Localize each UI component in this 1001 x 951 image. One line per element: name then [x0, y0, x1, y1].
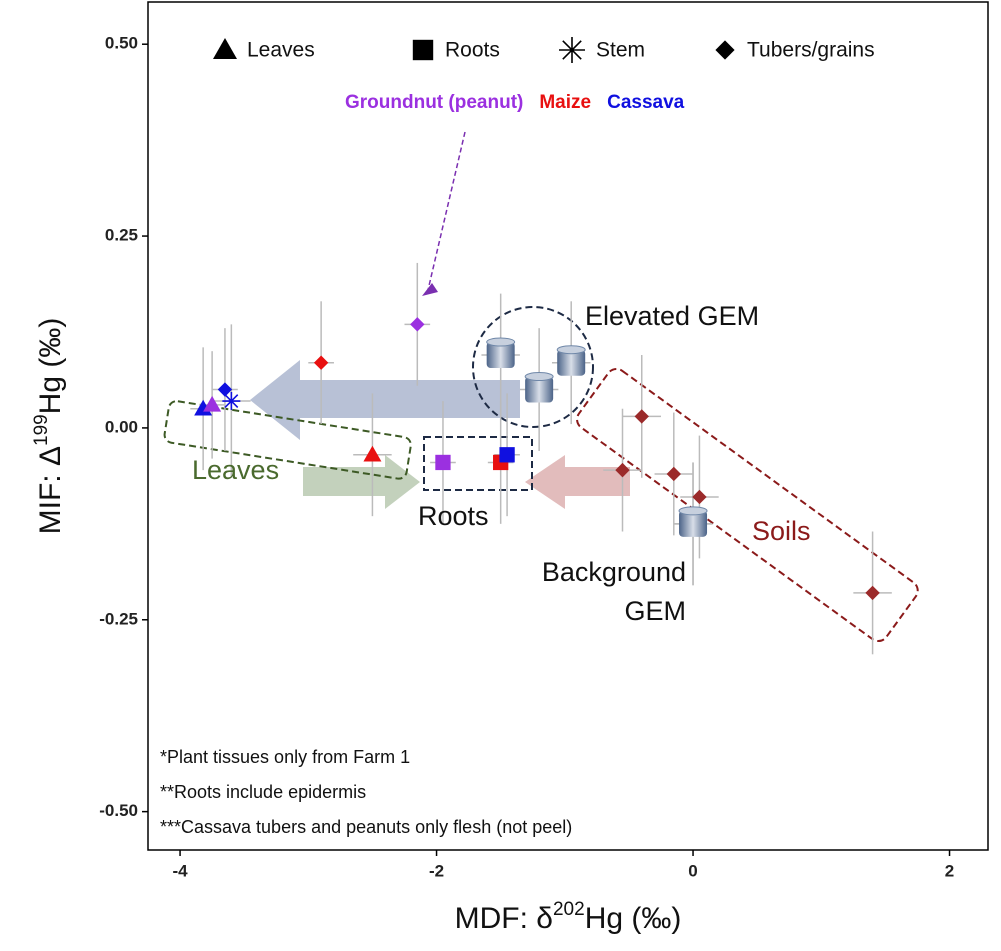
- soils-box: [576, 367, 919, 643]
- legend-label: Stem: [596, 39, 645, 62]
- leaves-box: [163, 400, 412, 480]
- roots-box: [423, 436, 533, 491]
- marker-diamond: [666, 466, 682, 482]
- gem-top: [524, 372, 554, 382]
- x-axis-label: MDF: δ202Hg (‰): [455, 899, 682, 935]
- marker-gem: [678, 506, 708, 537]
- x-tick-label: -2: [429, 861, 444, 880]
- marker-square: [435, 454, 451, 471]
- x-tick-label: 2: [945, 861, 954, 880]
- marker-gem: [486, 337, 516, 369]
- marker-diamond: [634, 409, 649, 424]
- marker-star: [559, 37, 585, 63]
- gem-top: [678, 506, 708, 516]
- gem-circle: [472, 306, 594, 428]
- arrow-leaves: [250, 360, 520, 440]
- y-tick-label: -0.25: [99, 609, 138, 628]
- x-tick-label: 0: [688, 861, 697, 880]
- marker-gem: [524, 372, 554, 403]
- gem-body: [486, 342, 515, 369]
- label-part: 202: [553, 899, 585, 920]
- label-part: Hg (‰): [34, 318, 67, 415]
- note: *Plant tissues only from Farm 1: [160, 747, 410, 767]
- marker-diamond: [615, 462, 630, 478]
- marker-diamond: [217, 382, 233, 397]
- note: **Roots include epidermis: [160, 782, 366, 802]
- annotation: GEM: [624, 596, 686, 626]
- marker-diamond: [692, 489, 707, 505]
- annotation: Leaves: [192, 455, 279, 485]
- arrow-roots: [303, 455, 420, 509]
- annotation: Background: [542, 557, 686, 587]
- gem-top: [556, 345, 586, 355]
- label-part: Hg (‰): [585, 902, 682, 935]
- annotation: Roots: [418, 501, 489, 531]
- marker-star: [222, 392, 241, 411]
- label-part: MDF: δ: [455, 902, 553, 935]
- marker-diamond: [715, 40, 735, 60]
- color-legend-label: Maize: [539, 92, 591, 113]
- y-tick-label: -0.50: [99, 801, 138, 820]
- label-part: 199: [31, 414, 52, 446]
- annotation: Soils: [752, 516, 811, 546]
- note: ***Cassava tubers and peanuts only flesh…: [160, 817, 572, 837]
- gem-body: [525, 376, 554, 403]
- x-tick-label: -4: [172, 861, 188, 880]
- marker-square: [412, 39, 434, 61]
- pointer-line: [427, 131, 466, 291]
- y-tick-label: 0.25: [105, 226, 138, 245]
- label-part: MIF: Δ: [34, 446, 67, 534]
- color-legend-label: Cassava: [607, 92, 685, 113]
- color-legend-label: Groundnut (peanut): [345, 92, 523, 113]
- gem-body: [557, 349, 586, 376]
- marker-square: [499, 447, 515, 463]
- gem-body: [679, 510, 708, 537]
- y-axis-label: MIF: Δ199Hg (‰): [31, 318, 67, 535]
- annotation: Elevated GEM: [585, 301, 759, 331]
- plot: -4 -2 0 2 0.50 0.25 0.00 -0.25 -0.50 Leaves Roots S…: [99, 34, 954, 881]
- plot-frame: [147, 1, 989, 851]
- legend-label: Leaves: [247, 39, 315, 62]
- legend-label: Roots: [445, 39, 500, 62]
- arrow-soils: [525, 455, 630, 509]
- y-tick-label: 0.00: [105, 417, 138, 436]
- marker-diamond: [313, 355, 329, 370]
- pointer-head: [422, 283, 438, 296]
- marker-diamond: [865, 585, 880, 601]
- marker-diamond: [410, 317, 425, 332]
- marker-gem: [556, 345, 586, 376]
- marker-triangle: [363, 445, 382, 462]
- legend-label: Tubers/grains: [747, 39, 875, 62]
- marker-triangle: [213, 38, 237, 59]
- marker-triangle: [203, 395, 222, 412]
- gem-top: [486, 337, 516, 347]
- y-tick-label: 0.50: [105, 34, 138, 53]
